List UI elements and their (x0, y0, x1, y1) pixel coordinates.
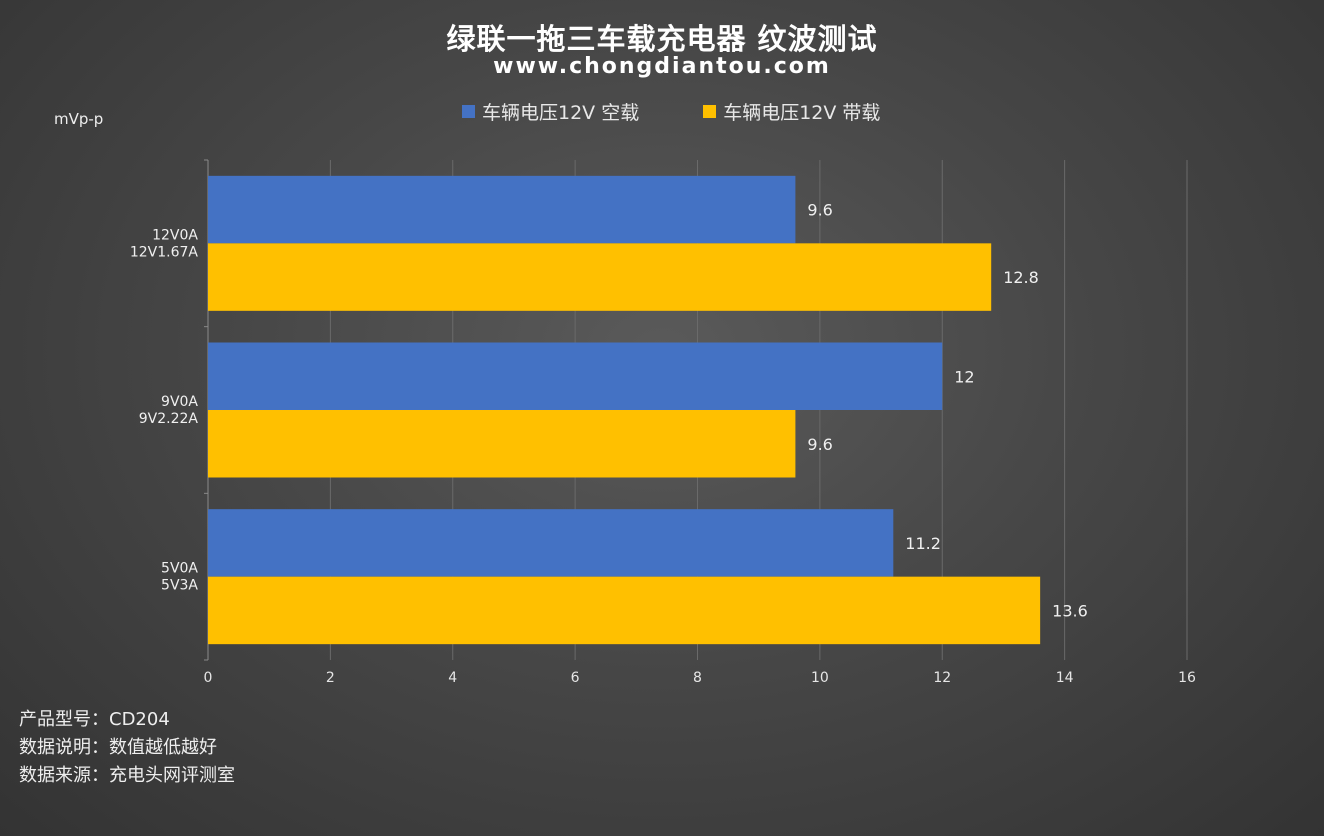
bar-series-0-cat-1 (208, 342, 943, 410)
category-label-2-line-1: 5V3A (161, 578, 198, 594)
legend-swatch-series-1 (703, 105, 717, 118)
data-label-series-0-cat-2: 11.2 (905, 534, 941, 553)
x-tick-label-2: 4 (448, 670, 457, 686)
data-label-series-0-cat-1: 12 (954, 367, 974, 386)
legend-item-series-0: 车辆电压12V 空载 (462, 98, 639, 125)
bar-series-0-cat-2 (208, 509, 894, 577)
chart-legend: 车辆电压12V 空载 车辆电压12V 带载 (462, 98, 880, 125)
legend-item-series-1: 车辆电压12V 带载 (703, 98, 880, 125)
legend-swatch-series-0 (462, 105, 475, 118)
footnotes: 产品型号：CD204 数据说明：数值越低越好 数据来源：充电头网评测室 (19, 706, 235, 790)
category-label-2-line-0: 5V0A (161, 561, 198, 577)
category-label-1-line-1: 9V2.22A (139, 411, 199, 427)
x-tick-label-8: 16 (1178, 670, 1196, 686)
x-tick-label-4: 8 (693, 670, 702, 686)
footnote-source: 数据来源：充电头网评测室 (19, 765, 235, 786)
bar-series-1-cat-2 (208, 576, 1041, 645)
x-tick-label-1: 2 (326, 670, 335, 686)
footnote-note: 数据说明：数值越低越好 (19, 737, 217, 758)
data-label-series-1-cat-2: 13.6 (1052, 601, 1088, 620)
x-tick-label-5: 10 (811, 670, 829, 686)
x-tick-label-0: 0 (204, 670, 213, 686)
bar-series-0-cat-0 (208, 175, 796, 244)
category-label-0-line-1: 12V1.67A (130, 244, 199, 260)
x-tick-label-7: 14 (1056, 670, 1074, 686)
x-tick-label-3: 6 (571, 670, 580, 686)
category-label-1-line-0: 9V0A (161, 394, 198, 410)
bar-series-1-cat-1 (208, 410, 796, 478)
chart-subtitle: www.chongdiantou.com (493, 54, 831, 79)
data-label-series-1-cat-1: 9.6 (807, 435, 832, 454)
chart-title: 绿联一拖三车载充电器 纹波测试 (446, 22, 878, 56)
data-label-series-1-cat-0: 12.8 (1003, 268, 1039, 287)
footnote-model: 产品型号：CD204 (19, 709, 170, 730)
category-label-0-line-0: 12V0A (152, 227, 198, 243)
legend-label-series-1: 车辆电压12V 带载 (723, 102, 881, 124)
bar-series-1-cat-0 (208, 243, 992, 311)
data-label-series-0-cat-0: 9.6 (807, 201, 832, 220)
x-tick-label-6: 12 (933, 670, 951, 686)
legend-label-series-0: 车辆电压12V 空载 (482, 102, 640, 124)
axis-unit-label: mVp-p (54, 110, 104, 128)
